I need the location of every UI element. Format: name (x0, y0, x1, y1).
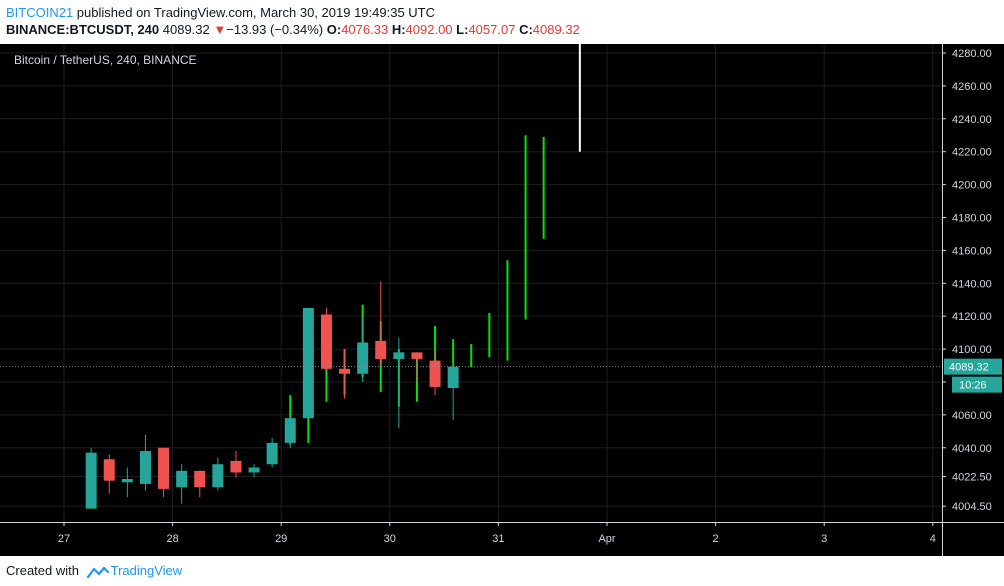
candle (85, 447, 97, 509)
close-label: C: (519, 22, 533, 37)
candle-body (302, 307, 314, 419)
candle-body (320, 314, 332, 369)
candle (447, 362, 459, 420)
y-tick-label: 4004.50 (952, 501, 992, 513)
x-tick-label: 2 (713, 533, 719, 545)
x-tick-label: 31 (492, 533, 504, 545)
candle-body (194, 470, 206, 488)
candle-body (176, 470, 188, 488)
price-chart[interactable]: 4004.504022.504040.004060.004080.004100.… (0, 44, 1004, 556)
created-with-label: Created with (6, 563, 79, 578)
candle-body (375, 340, 387, 359)
high-value: 4092.00 (405, 22, 453, 37)
published-text: published on TradingView.com, March 30, … (73, 5, 435, 20)
candle (357, 316, 369, 382)
y-tick-label: 4180.00 (952, 212, 992, 224)
candles (85, 281, 459, 509)
candle-body (284, 418, 296, 443)
close-value: 4089.32 (532, 22, 580, 37)
candle-body (447, 366, 459, 389)
candle (429, 349, 441, 396)
price-tag-label: 4089.32 (949, 362, 989, 374)
candle-body (248, 467, 260, 473)
candle-body (266, 442, 278, 465)
candle (284, 414, 296, 448)
candle (393, 337, 405, 429)
x-tick-label: 28 (166, 533, 178, 545)
y-tick-label: 4022.50 (952, 472, 992, 484)
x-tick-label: 27 (58, 533, 70, 545)
candle (248, 464, 260, 478)
low-value: 4057.07 (468, 22, 516, 37)
x-tick-label: 4 (930, 533, 936, 545)
last-price: 4089.32 (162, 22, 210, 37)
footer-text: Created with TradingView (6, 563, 182, 579)
y-tick-label: 4060.00 (952, 410, 992, 422)
y-tick-label: 4280.00 (952, 48, 992, 60)
candle-body (429, 360, 441, 387)
countdown-label: 10:26 (959, 380, 987, 392)
candle (176, 464, 188, 504)
y-tick-label: 4140.00 (952, 278, 992, 290)
y-tick-label: 4260.00 (952, 81, 992, 93)
x-tick-label: 3 (821, 533, 827, 545)
candle-body (158, 447, 170, 489)
candle-body (393, 352, 405, 359)
candle-body (85, 452, 97, 509)
price-axis-panel (942, 44, 1004, 556)
chart-header: BITCOIN21 published on TradingView.com, … (0, 0, 1004, 44)
candle-body (212, 464, 224, 488)
candle-body (121, 479, 133, 483)
y-tick-label: 4240.00 (952, 114, 992, 126)
low-label: L: (456, 22, 469, 37)
footer: Created with TradingView (0, 556, 1004, 586)
high-label: H: (391, 22, 406, 37)
y-tick-label: 4040.00 (952, 443, 992, 455)
candle (375, 281, 387, 366)
candle (230, 451, 242, 478)
candle (411, 352, 423, 382)
open-value: 4076.33 (341, 22, 389, 37)
grid-lines (0, 44, 942, 522)
time-axis-panel (0, 522, 1004, 556)
candle-body (411, 352, 423, 359)
countdown-tag (952, 376, 1002, 393)
axes: 4004.504022.504040.004060.004080.004100.… (0, 44, 1004, 556)
tradingview-logo-icon (86, 566, 109, 578)
candle (139, 434, 151, 491)
candle (212, 457, 224, 491)
x-tick-label: 29 (275, 533, 287, 545)
candle (121, 467, 133, 498)
candle (194, 470, 206, 498)
candle (103, 454, 115, 494)
x-tick-label: Apr (598, 533, 615, 545)
candle-body (339, 368, 351, 374)
symbol-name: BINANCE:BTCUSDT, 240 (6, 22, 160, 37)
publish-line: BITCOIN21 published on TradingView.com, … (6, 5, 435, 20)
y-tick-label: 4220.00 (952, 147, 992, 159)
author-link[interactable]: BITCOIN21 (6, 5, 74, 20)
y-tick-label: 4200.00 (952, 180, 992, 192)
candle (158, 447, 170, 498)
candle-body (357, 342, 369, 374)
candle (266, 437, 278, 468)
tradingview-brand-link[interactable]: TradingView (110, 563, 183, 578)
y-tick-label: 4120.00 (952, 311, 992, 323)
open-label: O: (326, 22, 342, 37)
chart-title: Bitcoin / TetherUS, 240, BINANCE (14, 53, 197, 67)
down-arrow-icon: ▼ (213, 22, 227, 37)
symbol-line: BINANCE:BTCUSDT, 240 4089.32 ▼−13.93 (−0… (6, 22, 580, 37)
candle (302, 307, 314, 419)
y-tick-label: 4100.00 (952, 344, 992, 356)
price-tag (944, 358, 1002, 375)
x-tick-label: 30 (384, 533, 396, 545)
candle (339, 349, 351, 399)
candle-body (139, 451, 151, 484)
candle-body (230, 460, 242, 473)
candle (320, 307, 332, 371)
candle-body (103, 459, 115, 481)
price-change: −13.93 (−0.34%) (226, 22, 324, 37)
y-tick-label: 4160.00 (952, 245, 992, 257)
